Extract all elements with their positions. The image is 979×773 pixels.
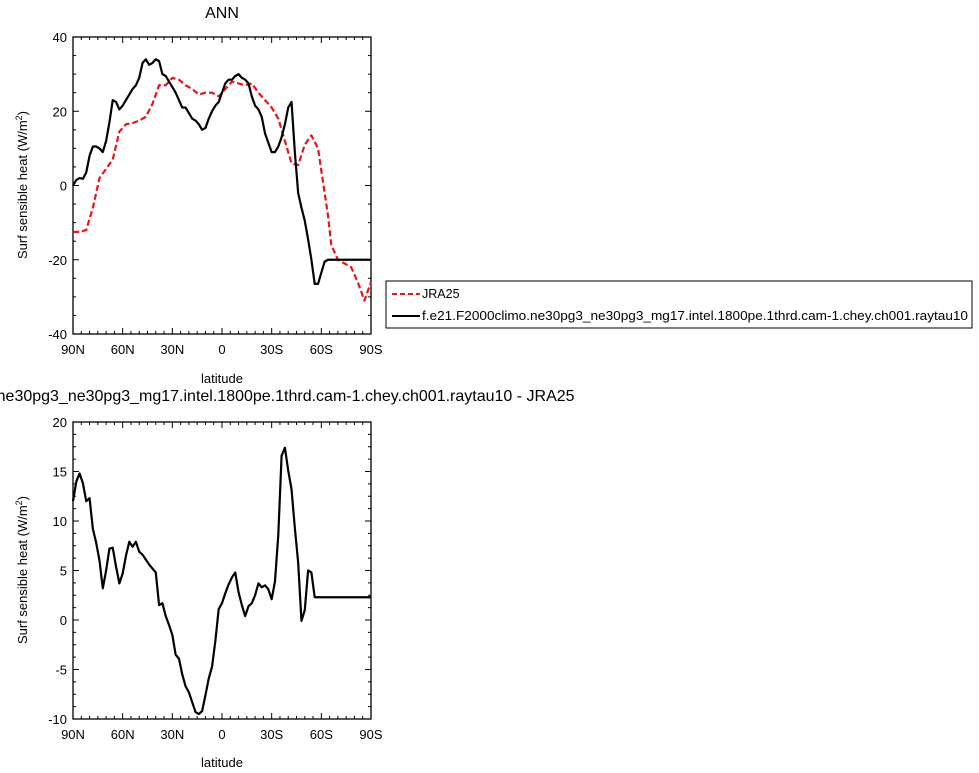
top-ytick-label: 0	[60, 179, 67, 194]
chart-top-xlabel: latitude	[201, 371, 243, 386]
bot-series-line-0	[71, 446, 371, 716]
top-xtick-label: 30S	[260, 342, 283, 357]
bot-ytick-label: -10	[48, 712, 67, 727]
bot-xtick-label: 60S	[310, 727, 333, 742]
bot-xtick-label: 30S	[260, 727, 283, 742]
chart-top-title: ANN	[205, 5, 239, 22]
bot-xtick-label: 90S	[359, 727, 382, 742]
bot-xtick-label: 30N	[160, 727, 184, 742]
bot-xtick-label: 60N	[111, 727, 135, 742]
chart-bottom: f.e21.F2000climo.ne30pg3_ne30pg3_mg17.in…	[0, 388, 575, 770]
chart-top-ylabel: Surf sensible heat (W/m2)	[14, 111, 30, 259]
top-series-line-0	[73, 76, 373, 302]
legend-box	[385, 280, 973, 329]
top-ytick-label: -40	[48, 327, 67, 342]
bot-ytick-label: 10	[53, 514, 67, 529]
chart-bottom-title: f.e21.F2000climo.ne30pg3_ne30pg3_mg17.in…	[0, 388, 575, 405]
top-ytick-label: -20	[48, 253, 67, 268]
top-ytick-label: 40	[53, 30, 67, 45]
chart-top-frame	[72, 36, 372, 335]
chart-top-plot-area: 90N 60N 30N 0 30S 60S 90S -40 -20 0 20 40	[48, 30, 383, 357]
top-xtick-label: 60S	[310, 342, 333, 357]
legend: JRA25 f.e21.F2000climo.ne30pg3_ne30pg3_m…	[385, 280, 973, 329]
bot-ytick-label: 5	[60, 564, 67, 579]
bot-ytick-label: 20	[53, 415, 67, 430]
top-series-line-1	[72, 58, 371, 285]
bot-xtick-label: 90N	[61, 727, 85, 742]
top-xtick-label: 90S	[359, 342, 382, 357]
chart-bottom-xlabel: latitude	[201, 755, 243, 770]
chart-bottom-ylabel: Surf sensible heat (W/m2)	[14, 496, 30, 644]
top-xtick-label: 30N	[160, 342, 184, 357]
legend-label-model: f.e21.F2000climo.ne30pg3_ne30pg3_mg17.in…	[422, 309, 968, 323]
legend-label-jra25: JRA25	[422, 287, 460, 301]
chart-top: ANN 90N 60N 30N 0 30S 60S 90S -40 -20 0 20 40 lati…	[14, 5, 383, 386]
bot-ytick-label: 15	[53, 465, 67, 480]
bot-xtick-label: 0	[218, 727, 225, 742]
top-xtick-label: 60N	[111, 342, 135, 357]
chart-bottom-plot-area: 90N 60N 30N 0 30S 60S 90S -10 -5 0 5 10 15 20	[48, 415, 383, 742]
bot-ytick-label: -5	[55, 663, 67, 678]
top-xtick-label: 0	[218, 342, 225, 357]
top-xtick-label: 90N	[61, 342, 85, 357]
bot-ytick-label: 0	[60, 613, 67, 628]
top-ytick-label: 20	[53, 104, 67, 119]
